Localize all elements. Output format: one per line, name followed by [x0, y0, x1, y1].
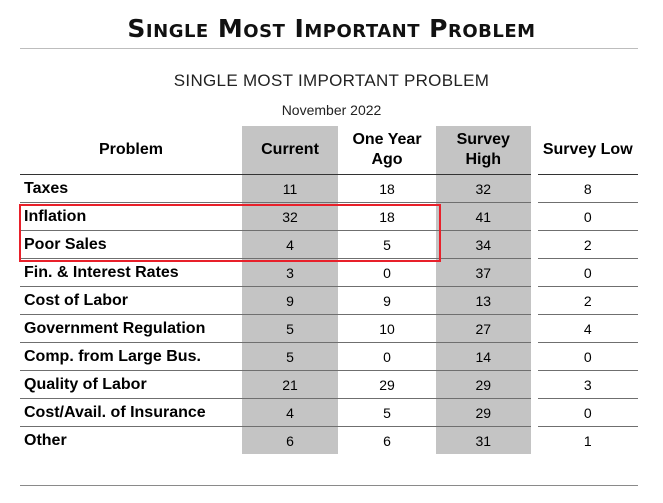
one-year-ago-cell: 0	[338, 342, 436, 371]
current-cell: 5	[242, 314, 338, 343]
table-row: Cost of Labor 9 9 13 2	[20, 286, 638, 315]
problem-cell: Comp. from Large Bus.	[20, 342, 242, 371]
survey-high-cell: 31	[436, 426, 534, 454]
problem-cell: Government Regulation	[20, 314, 242, 343]
survey-high-cell: 29	[436, 398, 534, 427]
table-row: Comp. from Large Bus. 5 0 14 0	[20, 342, 638, 371]
current-cell: 6	[242, 426, 338, 454]
column-header-survey-low: Survey Low	[530, 126, 638, 175]
current-cell: 5	[242, 342, 338, 371]
table-row: Other 6 6 31 1	[20, 426, 638, 454]
survey-high-cell: 27	[436, 314, 534, 343]
page-heading: Single Most Important Problem	[127, 14, 536, 43]
survey-high-cell: 37	[436, 258, 534, 287]
column-header-problem: Problem	[98, 141, 163, 158]
current-cell: 4	[242, 398, 338, 427]
survey-high-cell: 41	[436, 202, 534, 231]
heading-divider	[20, 48, 638, 49]
one-year-ago-cell: 10	[338, 314, 436, 343]
problem-cell: Quality of Labor	[20, 370, 242, 399]
survey-low-cell: 1	[530, 426, 638, 454]
one-year-ago-cell: 18	[338, 202, 436, 231]
survey-high-cell: 34	[436, 230, 534, 259]
survey-high-cell: 29	[436, 370, 534, 399]
table-row: Quality of Labor 21 29 29 3	[20, 370, 638, 399]
table-body: Taxes 11 18 32 8 Inflation 32 18 41 0 Poor Sales 4 5…	[20, 174, 638, 454]
one-year-ago-cell: 5	[338, 398, 436, 427]
survey-low-cell: 3	[530, 370, 638, 399]
problem-cell: Cost/Avail. of Insurance	[20, 398, 242, 427]
table-row: Cost/Avail. of Insurance 4 5 29 0	[20, 398, 638, 427]
survey-high-cell: 13	[436, 286, 534, 315]
table-row: Inflation 32 18 41 0	[20, 202, 638, 231]
problem-table: Problem Current One Year Ago Survey High…	[20, 126, 638, 454]
survey-high-cell: 14	[436, 342, 534, 371]
table-title: SINGLE MOST IMPORTANT PROBLEM	[173, 71, 490, 90]
problem-cell: Cost of Labor	[20, 286, 242, 315]
current-cell: 11	[242, 174, 338, 203]
current-cell: 21	[242, 370, 338, 399]
one-year-ago-cell: 0	[338, 258, 436, 287]
table-row: Poor Sales 4 5 34 2	[20, 230, 638, 259]
survey-low-cell: 0	[530, 202, 638, 231]
current-cell: 9	[242, 286, 338, 315]
one-year-ago-cell: 5	[338, 230, 436, 259]
current-cell: 3	[242, 258, 338, 287]
bottom-divider	[20, 485, 638, 486]
one-year-ago-cell: 6	[338, 426, 436, 454]
survey-low-cell: 0	[530, 342, 638, 371]
survey-low-cell: 8	[530, 174, 638, 203]
column-header-one-year-ago: One Year Ago	[352, 131, 422, 168]
table-row: Fin. & Interest Rates 3 0 37 0	[20, 258, 638, 287]
survey-low-cell: 0	[530, 398, 638, 427]
table-row: Taxes 11 18 32 8	[20, 174, 638, 203]
current-cell: 4	[242, 230, 338, 259]
problem-cell: Poor Sales	[20, 230, 242, 259]
one-year-ago-cell: 9	[338, 286, 436, 315]
problem-cell: Other	[20, 426, 242, 454]
survey-low-cell: 4	[530, 314, 638, 343]
problem-cell: Fin. & Interest Rates	[20, 258, 242, 287]
one-year-ago-cell: 18	[338, 174, 436, 203]
table-row: Government Regulation 5 10 27 4	[20, 314, 638, 343]
survey-low-cell: 2	[530, 230, 638, 259]
column-header-survey-high: Survey High	[436, 126, 534, 175]
problem-cell: Inflation	[20, 202, 242, 231]
table-subtitle: November 2022	[281, 102, 382, 118]
highlight-box	[19, 204, 441, 262]
survey-low-cell: 2	[530, 286, 638, 315]
problem-cell: Taxes	[20, 174, 242, 203]
one-year-ago-cell: 29	[338, 370, 436, 399]
survey-high-cell: 32	[436, 174, 534, 203]
survey-low-cell: 0	[530, 258, 638, 287]
table-header-row: Problem Current One Year Ago Survey High…	[20, 126, 638, 175]
column-header-current: Current	[242, 126, 338, 175]
current-cell: 32	[242, 202, 338, 231]
